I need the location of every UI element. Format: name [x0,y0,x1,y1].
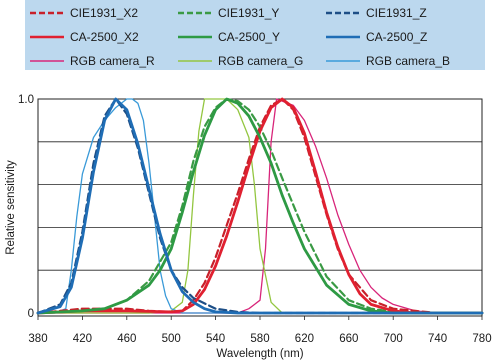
legend: CIE1931_X2 CIE1931_Y CIE1931_Z CA-2500_X2 CA… [25,0,485,70]
x-tick-label-5: 580 [250,333,269,345]
x-tick-label-10: 780 [472,333,491,345]
legend-label-3: CA-2500_X2 [70,30,139,44]
x-tick-label-3: 500 [162,333,181,345]
y-tick-label-1: 1.0 [18,94,34,106]
y-axis-title: Relative sensitivity [5,160,17,255]
x-tick-label-6: 620 [295,333,314,345]
legend-label-4: CA-2500_Y [218,30,280,44]
x-tick-label-1: 420 [73,333,92,345]
legend-label-2: CIE1931_Z [366,6,427,20]
legend-label-0: CIE1931_X2 [70,6,138,20]
x-tick-label-0: 380 [28,333,47,345]
x-tick-label-9: 740 [428,333,447,345]
legend-background [25,0,485,70]
series-line-8 [37,98,483,314]
series-line-1 [36,97,484,315]
series-line-4 [36,97,484,315]
series-lines [36,97,484,315]
legend-label-5: CA-2500_Z [366,30,427,44]
axes: 380 420 460 500 540 580 620 660 700 740 780 0 1.0 Wav… [5,94,492,360]
series-line-7 [37,98,483,314]
x-axis-title: Wavelength (nm) [216,348,303,360]
legend-label-7: RGB camera_G [218,54,303,68]
series-line-5 [36,97,484,315]
legend-label-8: RGB camera_B [366,54,450,68]
x-tick-label-7: 660 [339,333,358,345]
legend-label-6: RGB camera_R [70,54,155,68]
series-line-6 [37,98,483,314]
y-tick-label-0: 0 [28,308,34,320]
legend-label-1: CIE1931_Y [218,6,279,20]
x-tick-label-2: 460 [117,333,136,345]
x-tick-label-8: 700 [384,333,403,345]
x-tick-label-4: 540 [206,333,225,345]
series-line-3 [36,97,484,315]
